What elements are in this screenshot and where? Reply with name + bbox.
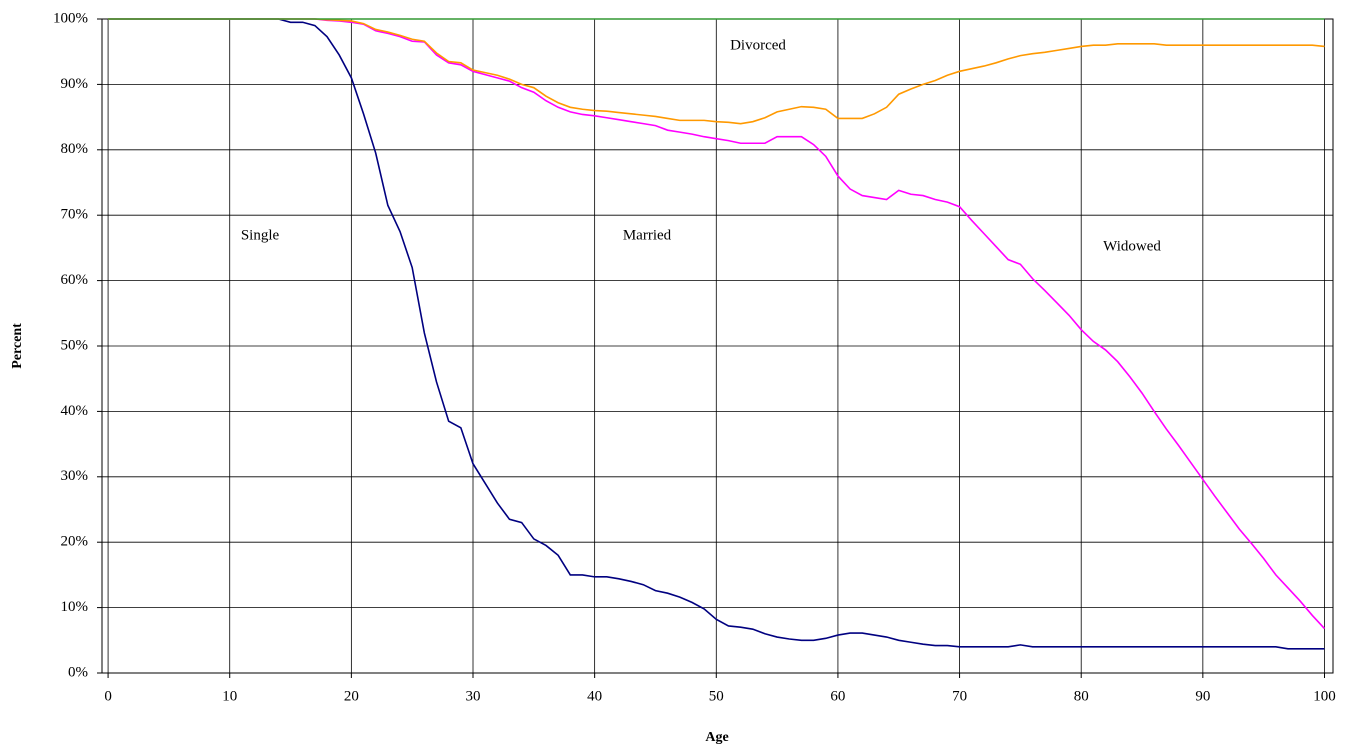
y-tick-label: 30% <box>61 468 89 484</box>
annotation: Widowed <box>1103 238 1161 254</box>
y-tick-label: 70% <box>61 207 89 223</box>
y-tick-label: 10% <box>61 599 89 615</box>
x-tick-label: 0 <box>104 688 112 704</box>
x-tick-label: 40 <box>587 688 602 704</box>
y-tick-label: 60% <box>61 272 89 288</box>
y-tick-label: 40% <box>61 403 89 419</box>
y-tick-label: 80% <box>61 141 89 157</box>
x-tick-label: 50 <box>709 688 724 704</box>
y-axis-title: Percent <box>10 323 25 369</box>
x-tick-label: 70 <box>952 688 967 704</box>
y-tick-label: 50% <box>61 337 89 353</box>
y-tick-label: 90% <box>61 76 89 92</box>
y-tick-label: 0% <box>68 664 88 680</box>
x-tick-label: 80 <box>1074 688 1089 704</box>
x-axis-title: Age <box>705 730 728 745</box>
annotation: Divorced <box>730 37 786 53</box>
x-tick-label: 90 <box>1195 688 1210 704</box>
y-tick-label: 100% <box>53 10 88 26</box>
annotation: Single <box>241 227 280 243</box>
x-tick-label: 100 <box>1313 688 1336 704</box>
x-tick-label: 60 <box>830 688 845 704</box>
x-tick-label: 30 <box>466 688 481 704</box>
series-line <box>108 18 1325 650</box>
x-tick-label: 20 <box>344 688 359 704</box>
x-tick-label: 10 <box>222 688 237 704</box>
y-tick-label: 20% <box>61 534 89 550</box>
annotation: Married <box>623 227 672 243</box>
